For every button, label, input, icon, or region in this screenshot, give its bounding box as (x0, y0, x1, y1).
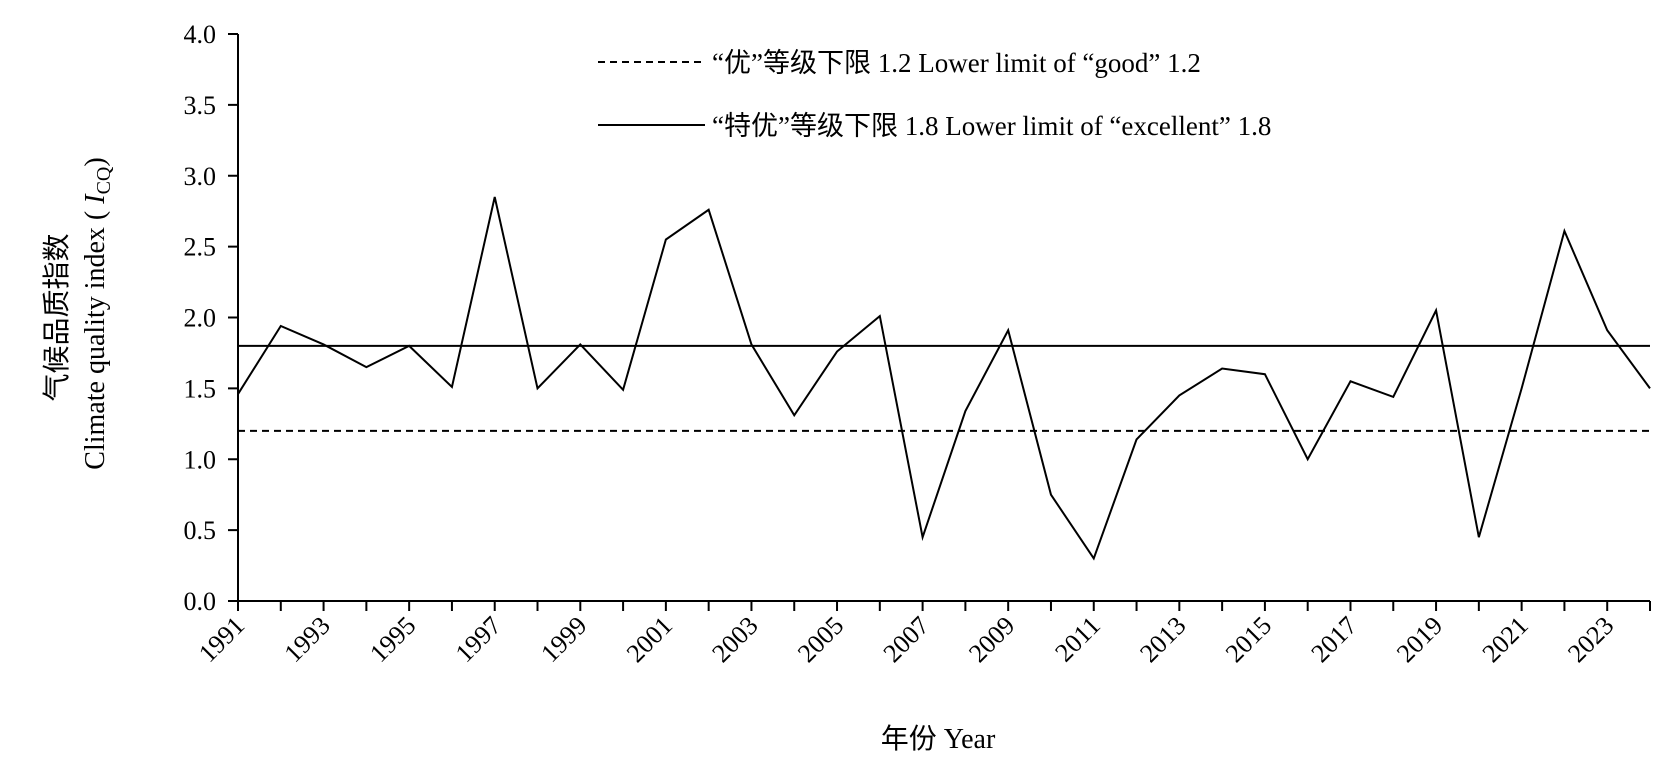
y-tick-label: 3.0 (184, 162, 217, 191)
x-tick-label: 2007 (878, 611, 935, 668)
x-tick-label: 1991 (193, 611, 250, 668)
y-tick-label: 0.0 (184, 587, 217, 616)
y-tick-label: 2.0 (184, 304, 217, 333)
y-tick-label: 1.5 (184, 374, 217, 403)
x-tick-label: 2023 (1562, 611, 1619, 668)
x-tick-label: 2015 (1220, 611, 1277, 668)
y-tick-label: 2.5 (184, 233, 217, 262)
x-tick-label: 1995 (364, 611, 421, 668)
y-axis-title-subscript: CQ (93, 166, 115, 194)
y-tick-label: 1.0 (184, 445, 217, 474)
x-tick-label: 2019 (1391, 611, 1448, 668)
y-tick-label: 0.5 (184, 516, 217, 545)
x-tick-label: 1993 (279, 611, 336, 668)
y-axis-title-en: Climate quality index ( ICQ) (80, 157, 115, 469)
x-axis-title: 年份 Year (881, 723, 996, 755)
x-tick-label: 2003 (706, 611, 763, 668)
y-axis-title-text: Climate quality index ( (80, 204, 111, 470)
plot-area (237, 196, 1651, 561)
legend-label-good: “优”等级下限 1.2 Lower limit of “good” 1.2 (712, 48, 1201, 78)
legend: “优”等级下限 1.2 Lower limit of “good” 1.2 “特优… (598, 48, 1271, 141)
x-tick-label: 1999 (535, 611, 592, 668)
y-tick-label: 3.5 (184, 91, 217, 120)
x-tick-label: 2011 (1049, 611, 1106, 668)
x-tick-label: 2017 (1305, 611, 1362, 668)
legend-label-excellent: “特优”等级下限 1.8 Lower limit of “excellent” … (712, 111, 1271, 141)
y-axis-title-symbol: I (80, 193, 111, 205)
x-tick-label: 2013 (1134, 611, 1191, 668)
y-tick-label: 4.0 (184, 20, 217, 49)
x-tick-label: 2009 (963, 611, 1020, 668)
x-tick-label: 1997 (450, 611, 507, 668)
x-tick-label: 2005 (792, 611, 849, 668)
series-line (237, 196, 1651, 561)
axis-titles: 年份 Year 气候品质指数 Climate quality index ( ICQ… (41, 157, 996, 755)
x-tick-label: 2021 (1477, 611, 1534, 668)
y-axis-title-cn: 气候品质指数 (41, 233, 73, 401)
y-axis-title-close: ) (80, 157, 111, 166)
x-tick-label: 2001 (621, 611, 678, 668)
